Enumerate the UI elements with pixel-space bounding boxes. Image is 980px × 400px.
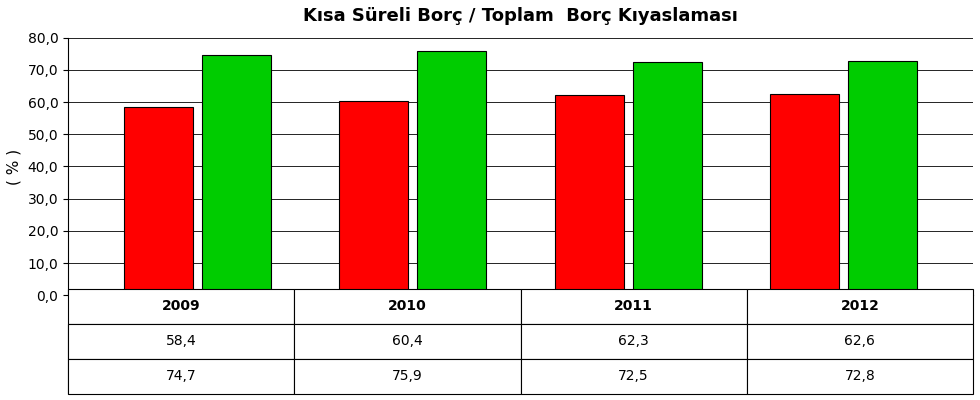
Bar — [417, 51, 486, 295]
Bar — [770, 94, 840, 295]
Bar — [202, 55, 270, 295]
Y-axis label: ( % ): ( % ) — [7, 148, 22, 184]
Bar — [632, 62, 702, 295]
Bar — [555, 95, 624, 295]
Bar — [124, 107, 193, 295]
Bar — [339, 101, 409, 295]
Bar — [848, 61, 917, 295]
Title: Kısa Süreli Borç / Toplam  Borç Kıyaslaması: Kısa Süreli Borç / Toplam Borç Kıyaslama… — [303, 7, 738, 25]
